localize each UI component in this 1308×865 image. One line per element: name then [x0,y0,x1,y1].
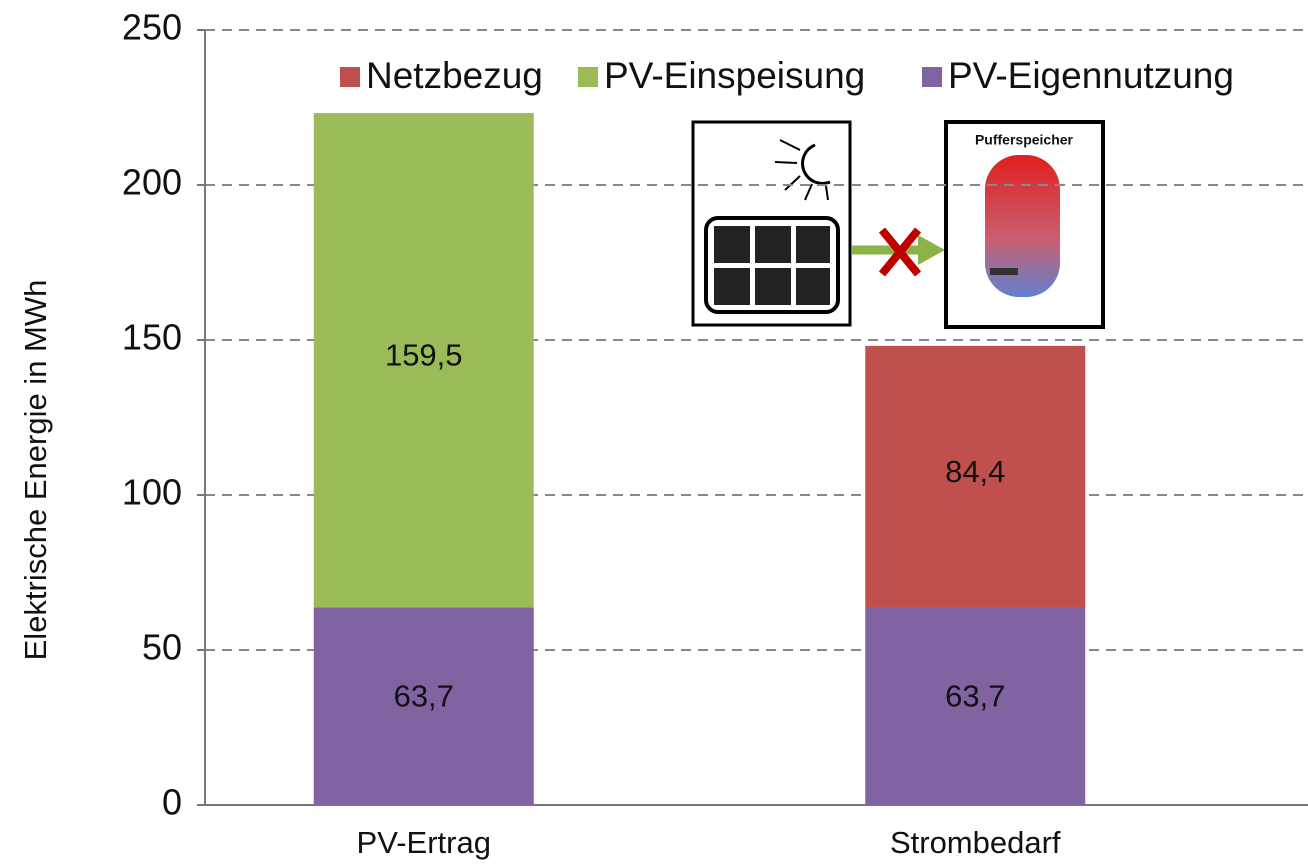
storage-icon [946,122,1103,327]
y-tick-label: 200 [122,162,182,203]
annotation: Pufferspeicher [975,132,1074,148]
y-tick-label: 0 [162,782,182,823]
legend-swatch [922,67,942,87]
value-label: 84,4 [945,454,1005,489]
arrow [852,230,945,274]
legend-label: PV-Einspeisung [604,55,865,96]
y-tick-label: 50 [142,627,182,668]
y-tick-label: 150 [122,317,182,358]
legend-label: Netzbezug [366,55,543,96]
y-axis-title: Elektrische Energie in MWh [18,280,53,661]
x-tick-label: PV-Ertrag [357,825,491,860]
legend-swatch [340,67,360,87]
x-tick-label: Strombedarf [890,825,1061,860]
legend-label: PV-Eigennutzung [948,55,1234,96]
y-tick-label: 100 [122,472,182,513]
value-label: 63,7 [945,678,1005,713]
y-tick-label: 250 [122,7,182,48]
legend-swatch [578,67,598,87]
solar-panel-icon [693,122,850,325]
chart: Elektrische Energie in MWh Pufferspeiche… [0,0,1308,865]
value-label: 159,5 [385,337,463,372]
value-label: 63,7 [394,678,454,713]
